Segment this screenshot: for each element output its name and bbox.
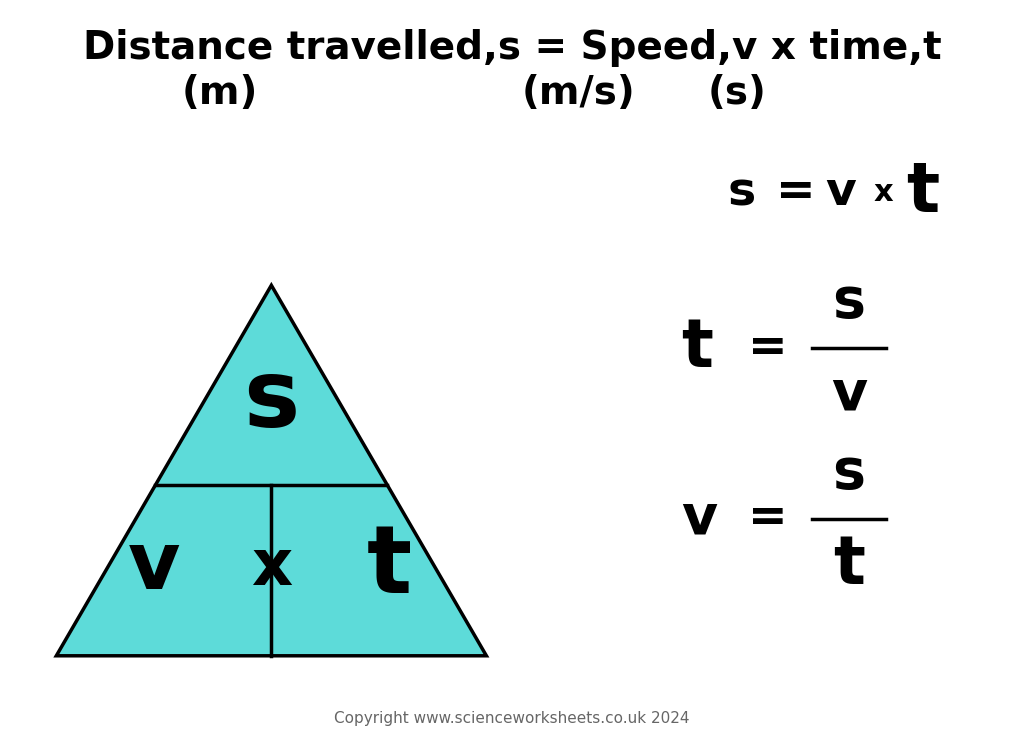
Text: v: v bbox=[681, 492, 717, 545]
Text: t: t bbox=[681, 315, 713, 382]
Text: t: t bbox=[833, 531, 865, 598]
Text: (s): (s) bbox=[708, 73, 767, 112]
Text: v: v bbox=[127, 528, 180, 606]
Text: x: x bbox=[873, 178, 893, 207]
Text: =: = bbox=[748, 496, 787, 541]
Text: =: = bbox=[748, 326, 787, 370]
Text: Copyright www.scienceworksheets.co.uk 2024: Copyright www.scienceworksheets.co.uk 20… bbox=[334, 711, 690, 726]
Text: s: s bbox=[833, 276, 865, 329]
Text: t: t bbox=[367, 521, 412, 613]
Text: v: v bbox=[830, 368, 867, 421]
Text: s: s bbox=[244, 356, 299, 448]
Text: Distance travelled,s = Speed,v x time,t: Distance travelled,s = Speed,v x time,t bbox=[83, 29, 941, 67]
Text: s: s bbox=[727, 170, 756, 215]
Text: t: t bbox=[906, 159, 939, 226]
Text: v: v bbox=[825, 170, 856, 215]
Text: (m): (m) bbox=[182, 73, 258, 112]
Text: (m/s): (m/s) bbox=[521, 73, 636, 112]
Text: s: s bbox=[833, 446, 865, 499]
Text: =: = bbox=[776, 170, 816, 215]
Polygon shape bbox=[56, 285, 486, 656]
Text: x: x bbox=[251, 536, 292, 598]
